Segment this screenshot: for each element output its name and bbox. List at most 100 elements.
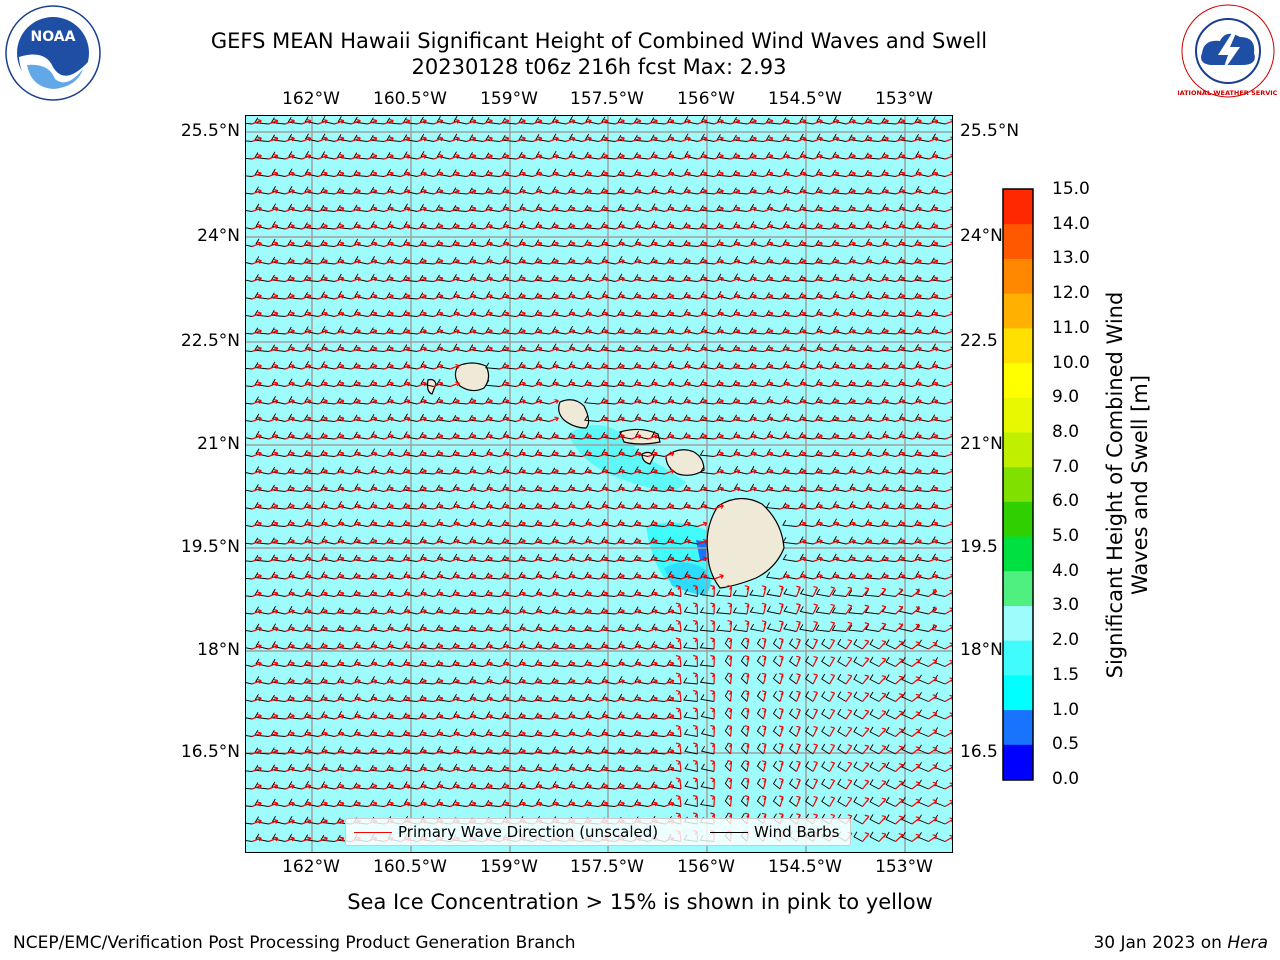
wind-barb bbox=[419, 519, 434, 527]
wave-direction-arrow bbox=[482, 468, 493, 475]
wave-direction-arrow bbox=[730, 206, 741, 213]
wave-direction-arrow bbox=[400, 206, 411, 213]
wind-barb bbox=[931, 396, 946, 405]
wave-direction-arrow bbox=[565, 311, 576, 318]
wind-barb bbox=[651, 431, 665, 440]
wave-direction-arrow bbox=[433, 556, 444, 563]
wave-direction-arrow bbox=[796, 293, 807, 300]
wave-direction-arrow bbox=[350, 591, 361, 598]
wind-barb bbox=[255, 658, 269, 667]
wave-direction-arrow bbox=[433, 801, 444, 808]
wave-direction-arrow bbox=[268, 433, 279, 440]
wave-direction-arrow bbox=[647, 521, 658, 528]
wave-direction-arrow bbox=[829, 223, 840, 230]
wave-direction-arrow bbox=[697, 433, 708, 440]
wind-barb bbox=[651, 798, 665, 807]
wind-barb bbox=[287, 221, 302, 230]
wave-direction-arrow bbox=[416, 171, 427, 178]
wind-barb bbox=[683, 660, 698, 667]
wave-direction-arrow bbox=[416, 766, 427, 773]
wind-barb bbox=[914, 536, 929, 545]
wind-barb bbox=[885, 691, 896, 702]
wave-direction-arrow bbox=[647, 311, 658, 318]
wind-barb bbox=[403, 151, 418, 160]
wind-barb bbox=[452, 151, 467, 160]
wind-barb bbox=[469, 500, 484, 510]
wind-barb bbox=[766, 203, 781, 212]
wind-barb bbox=[882, 203, 896, 212]
wind-barb bbox=[716, 589, 731, 597]
wind-barb bbox=[370, 448, 385, 457]
wave-direction-arrow bbox=[598, 206, 609, 213]
wave-direction-arrow bbox=[746, 171, 757, 178]
wind-barb bbox=[601, 676, 616, 685]
wave-direction-arrow bbox=[334, 486, 345, 493]
wind-barb bbox=[683, 728, 698, 737]
wind-barb bbox=[815, 168, 830, 177]
wave-direction-arrow bbox=[631, 328, 642, 335]
wind-barb bbox=[288, 571, 302, 580]
wave-direction-arrow bbox=[334, 783, 345, 790]
colorbar-segment bbox=[1003, 258, 1033, 294]
wind-barb bbox=[568, 291, 583, 300]
wave-direction-arrow bbox=[400, 346, 411, 353]
wave-direction-arrow bbox=[532, 416, 543, 423]
wave-direction-arrow bbox=[680, 433, 691, 440]
wave-direction-arrow bbox=[631, 468, 642, 475]
wave-direction-arrow bbox=[367, 223, 378, 230]
wind-barb bbox=[756, 690, 764, 702]
wave-direction-arrow bbox=[845, 118, 856, 125]
wave-direction-arrow bbox=[532, 468, 543, 475]
wind-barb bbox=[436, 571, 451, 580]
wave-direction-arrow bbox=[878, 640, 887, 650]
wave-direction-arrow bbox=[251, 678, 262, 685]
wind-barb bbox=[931, 326, 946, 335]
wave-direction-arrow bbox=[251, 696, 262, 703]
wave-direction-arrow bbox=[944, 747, 952, 755]
wave-direction-arrow bbox=[301, 591, 312, 598]
wave-direction-arrow bbox=[317, 486, 328, 493]
wave-direction-arrow bbox=[845, 451, 856, 458]
wind-barb bbox=[502, 606, 517, 615]
wave-direction-arrow bbox=[862, 657, 870, 667]
wind-barb bbox=[585, 483, 599, 492]
wind-barb bbox=[585, 711, 599, 720]
wave-direction-arrow bbox=[878, 745, 887, 755]
wind-barb bbox=[618, 465, 632, 475]
wave-direction-arrow bbox=[730, 451, 741, 458]
wave-direction-arrow bbox=[713, 363, 724, 370]
wind-barb bbox=[387, 430, 401, 440]
wave-direction-arrow bbox=[565, 783, 576, 790]
wind-barb bbox=[585, 693, 599, 702]
wind-barb bbox=[486, 711, 500, 720]
wave-direction-arrow bbox=[598, 801, 609, 808]
wave-direction-arrow bbox=[515, 801, 526, 808]
wave-direction-arrow bbox=[796, 573, 807, 580]
wind-barb bbox=[756, 708, 764, 720]
wind-barb bbox=[683, 291, 698, 300]
wave-direction-arrow bbox=[664, 538, 675, 545]
wave-direction-arrow bbox=[763, 311, 774, 318]
wave-direction-arrow bbox=[928, 816, 938, 825]
wave-direction-arrow bbox=[812, 573, 823, 580]
wave-direction-arrow bbox=[944, 206, 952, 213]
wind-barb bbox=[287, 343, 302, 352]
wind-barb bbox=[518, 361, 533, 370]
wind-barb bbox=[386, 694, 401, 702]
wind-barb bbox=[387, 448, 401, 457]
wave-direction-arrow bbox=[845, 153, 856, 160]
wind-barb bbox=[782, 431, 797, 440]
wind-barb bbox=[246, 612, 253, 615]
wave-direction-arrow bbox=[944, 624, 952, 633]
wave-direction-arrow bbox=[895, 258, 906, 265]
wave-direction-arrow bbox=[565, 626, 576, 633]
wind-barb bbox=[885, 761, 896, 772]
wind-barb bbox=[618, 658, 632, 667]
wave-direction-arrow bbox=[350, 258, 361, 265]
wind-barb bbox=[684, 168, 698, 177]
wave-direction-arrow bbox=[350, 398, 361, 405]
wave-direction-arrow bbox=[761, 672, 767, 685]
wave-direction-arrow bbox=[796, 328, 807, 335]
wave-direction-arrow bbox=[796, 276, 807, 283]
wind-barb bbox=[724, 760, 731, 772]
